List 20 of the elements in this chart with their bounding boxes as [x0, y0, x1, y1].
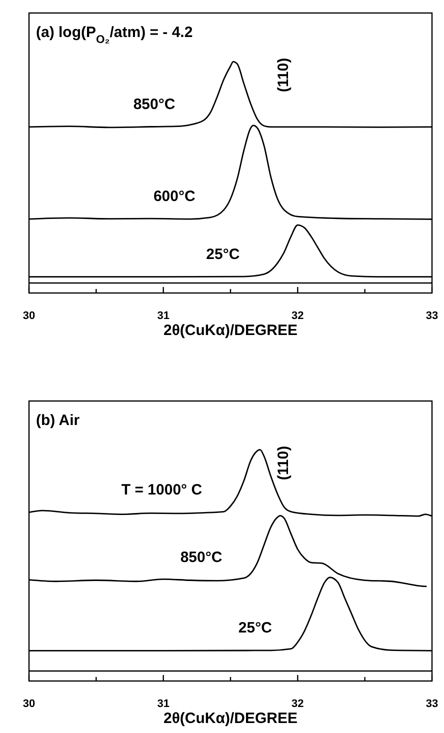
annotation: (110) — [275, 58, 292, 92]
series-label: 850°C — [133, 96, 176, 113]
x-tick-label: 33 — [426, 310, 438, 322]
chart-title: (b) Air — [36, 412, 80, 429]
chart-title: (a) log(P$_{O₂}$/atm) = - 4.2 — [36, 24, 193, 46]
x-tick-label: 32 — [292, 698, 304, 710]
x-tick-label: 32 — [292, 310, 304, 322]
series-label: 600°C — [153, 188, 196, 206]
x-tick-label: 31 — [157, 698, 170, 710]
x-axis-title: 2θ(CuKα)/DEGREE — [163, 710, 298, 727]
series-label: 850°C — [180, 548, 222, 566]
x-tick-label: 31 — [157, 310, 170, 322]
series-label: T = 1000° C — [121, 481, 202, 498]
x-axis-title: 2θ(CuKα)/DEGREE — [163, 322, 298, 339]
x-tick-label: 30 — [22, 698, 36, 710]
x-tick-label: 33 — [426, 698, 438, 710]
x-tick-label: 30 — [22, 310, 36, 322]
annotation: (110) — [275, 446, 292, 480]
series-label: 25°C — [206, 246, 240, 263]
series-label: 25°C — [238, 620, 272, 637]
